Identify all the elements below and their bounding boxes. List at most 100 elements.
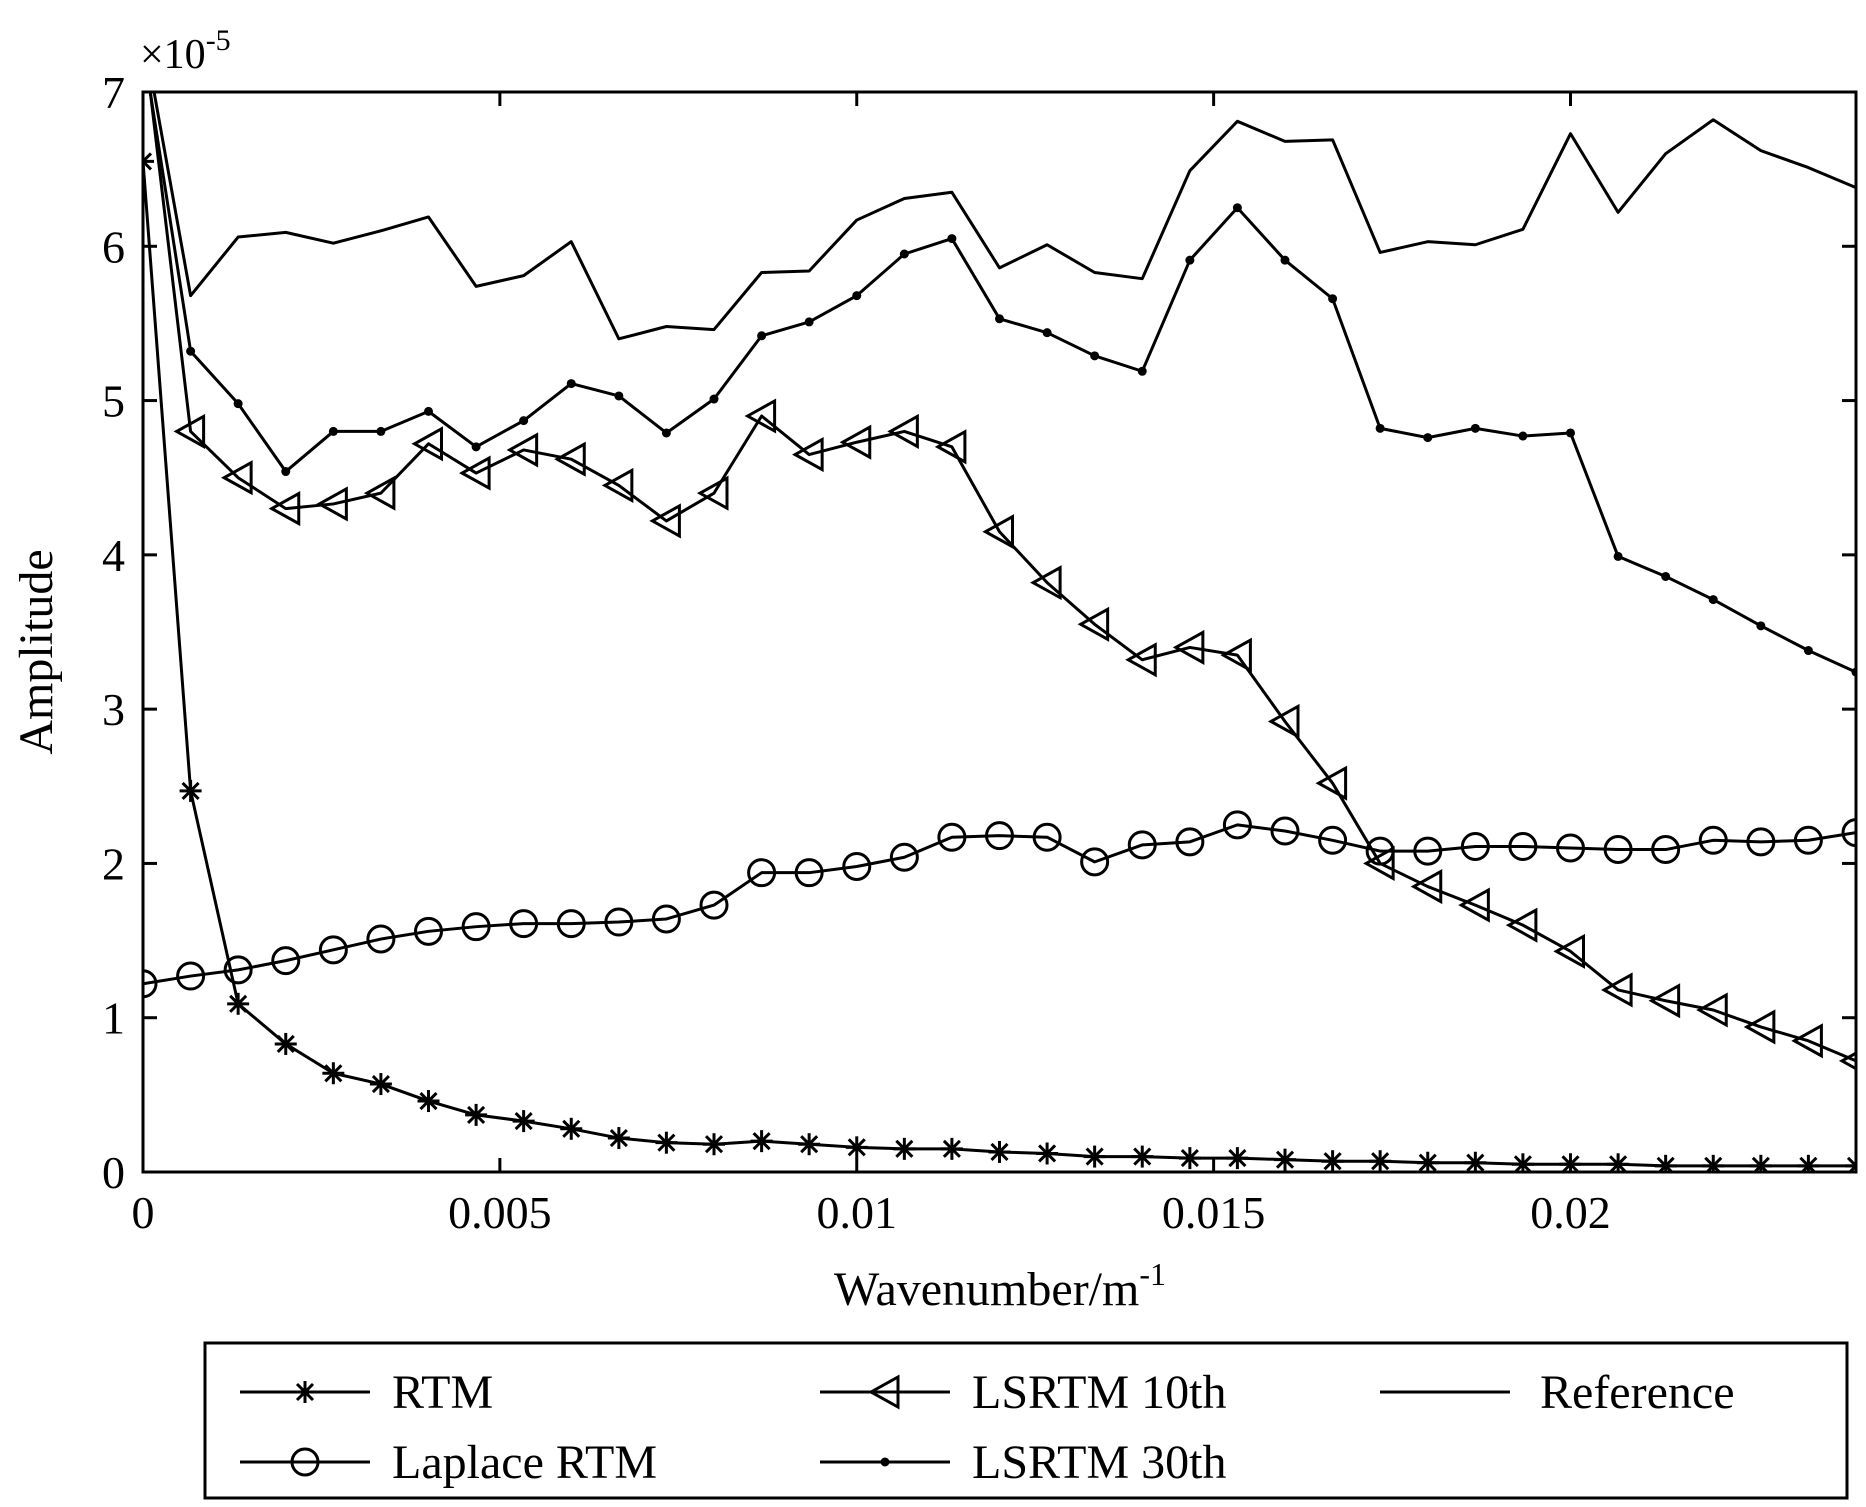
legend-label-lsrtm-10th: LSRTM 10th (972, 1366, 1226, 1419)
legend-marker-rtm (294, 1381, 316, 1403)
data-point-rtm (607, 1127, 630, 1150)
data-point-laplace-rtm (1318, 825, 1348, 855)
data-point-lsrtm-30th (471, 442, 481, 452)
data-point-rtm (1321, 1150, 1344, 1172)
data-point-laplace-rtm (366, 924, 396, 954)
data-point-rtm (1797, 1154, 1820, 1172)
y-tick-label: 1 (102, 993, 125, 1044)
data-point-lsrtm-10th (173, 413, 206, 449)
data-point-laplace-rtm (509, 909, 539, 939)
data-point-lsrtm-10th (887, 413, 919, 449)
data-point-lsrtm-30th (233, 399, 243, 409)
data-point-lsrtm-30th (328, 426, 338, 436)
y-tick-label: 0 (102, 1147, 125, 1198)
data-point-rtm (322, 1062, 345, 1085)
series-line-lsrtm-10th (148, 92, 1856, 1063)
data-point-rtm (798, 1133, 821, 1156)
data-point-rtm (1654, 1154, 1677, 1172)
data-point-lsrtm-10th (506, 432, 539, 468)
data-point-rtm (1131, 1145, 1154, 1168)
data-point-lsrtm-30th (995, 314, 1004, 324)
data-point-rtm (1559, 1153, 1582, 1172)
data-point-lsrtm-10th (1553, 933, 1585, 969)
y-tick-label: 3 (102, 684, 125, 735)
data-point-laplace-rtm (651, 904, 681, 934)
data-point-lsrtm-30th (519, 416, 529, 426)
series-layer (143, 92, 1856, 1172)
data-point-laplace-rtm (1175, 827, 1205, 857)
data-point-laplace-rtm (1270, 816, 1300, 846)
data-point-lsrtm-10th (1220, 637, 1252, 673)
legend-label-rtm: RTM (392, 1366, 493, 1419)
x-axis-label: Wavenumber/m-1 (834, 1256, 1166, 1316)
data-point-lsrtm-10th (459, 455, 491, 491)
data-point-lsrtm-10th (934, 429, 967, 465)
y-tick-label: 7 (102, 67, 125, 118)
data-point-rtm (417, 1090, 440, 1113)
data-point-laplace-rtm (461, 912, 491, 942)
data-point-lsrtm-30th (1090, 351, 1100, 361)
data-point-lsrtm-30th (1661, 571, 1671, 581)
data-point-lsrtm-30th (1423, 433, 1433, 443)
data-point-lsrtm-30th (1375, 423, 1385, 433)
data-point-rtm (274, 1032, 297, 1055)
data-point-lsrtm-30th (1566, 428, 1575, 438)
data-point-laplace-rtm (143, 969, 158, 999)
legend-entry-rtm: RTM (240, 1366, 493, 1419)
data-point-lsrtm-30th (1708, 595, 1718, 605)
data-point-rtm (655, 1131, 678, 1154)
data-point-laplace-rtm (176, 961, 206, 991)
series-rtm (143, 150, 1856, 1172)
legend-marker-laplace-rtm (290, 1447, 320, 1477)
legend-entry-laplace-rtm: Laplace RTM (240, 1436, 657, 1489)
data-point-laplace-rtm (1365, 836, 1395, 866)
data-point-lsrtm-30th (614, 391, 624, 401)
y-tick-label: 4 (102, 530, 125, 581)
data-point-rtm (1749, 1154, 1772, 1172)
data-point-lsrtm-10th (221, 460, 253, 496)
data-point-lsrtm-10th (1030, 565, 1062, 601)
data-point-laplace-rtm (937, 822, 967, 852)
legend-marker-lsrtm-30th (880, 1457, 890, 1467)
data-point-laplace-rtm (985, 821, 1014, 851)
data-point-lsrtm-10th (554, 441, 586, 477)
data-point-lsrtm-30th (424, 406, 433, 416)
data-point-lsrtm-10th (601, 467, 634, 503)
data-point-lsrtm-30th (376, 426, 386, 436)
data-point-laplace-rtm (1651, 835, 1681, 865)
data-point-laplace-rtm (747, 858, 777, 888)
series-line-rtm (143, 161, 1856, 1168)
data-point-lsrtm-30th (661, 428, 671, 438)
data-point-lsrtm-30th (1042, 328, 1052, 338)
data-point-laplace-rtm (1793, 825, 1823, 855)
legend-label-lsrtm-30th: LSRTM 30th (972, 1436, 1226, 1489)
series-line-laplace-rtm (143, 823, 1856, 986)
data-point-laplace-rtm (1603, 835, 1633, 865)
data-point-rtm (179, 779, 202, 802)
series-line-reference (152, 92, 1856, 341)
data-point-rtm (560, 1117, 583, 1140)
y-axis-multiplier: ×10-5 (140, 24, 231, 78)
data-point-rtm (465, 1103, 488, 1126)
data-point-lsrtm-10th (1077, 606, 1110, 642)
y-tick-label: 5 (102, 376, 125, 427)
data-point-rtm (1464, 1151, 1487, 1172)
data-point-rtm (369, 1073, 392, 1096)
data-point-rtm (1178, 1147, 1201, 1170)
x-tick-label: 0.005 (448, 1187, 552, 1238)
legend: RTM LSRTM 10th Reference Laplace RTM LSRTM 3… (203, 1341, 1849, 1500)
data-point-lsrtm-10th (1505, 907, 1538, 943)
data-point-laplace-rtm (271, 946, 301, 976)
data-point-lsrtm-30th (1280, 255, 1290, 265)
data-point-laplace-rtm (1746, 827, 1776, 857)
data-point-laplace-rtm (318, 935, 348, 965)
data-point-lsrtm-30th (947, 234, 957, 244)
data-point-lsrtm-10th (839, 424, 872, 460)
x-tick-label: 0.015 (1162, 1187, 1266, 1238)
data-point-lsrtm-10th (982, 514, 1014, 550)
data-point-rtm (1369, 1150, 1392, 1172)
data-point-lsrtm-30th (852, 291, 862, 301)
legend-marker-lsrtm-10th (867, 1374, 900, 1410)
data-point-lsrtm-30th (709, 394, 719, 404)
